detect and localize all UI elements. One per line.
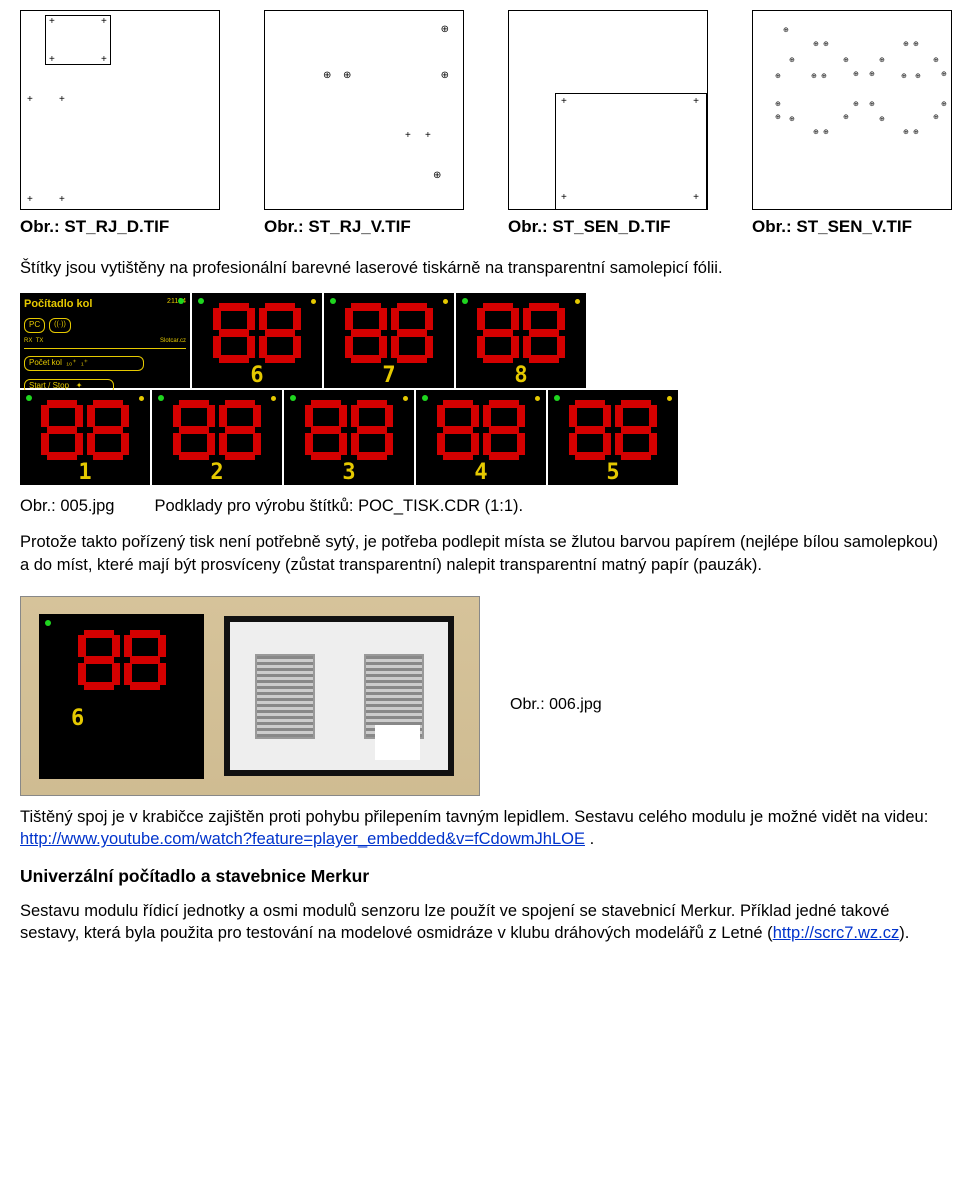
control-panel: Počítadlo kol 21164 PC ((·)) RX TXSlotca… [20, 293, 190, 388]
ctrl-pc: PC [24, 318, 45, 333]
seg-panel-3: 3 [284, 390, 414, 485]
youtube-link[interactable]: http://www.youtube.com/watch?feature=pla… [20, 830, 585, 848]
caption-3: Obr.: ST_SEN_D.TIF [508, 216, 708, 239]
seg-label: 6 [250, 365, 263, 387]
diagram-row: + + + + + + + + ⊕ ⊕ ⊕ ⊕ + + ⊕ + + + + ⊕ … [20, 10, 940, 210]
def-value: Podklady pro výrobu štítků: POC_TISK.CDR… [154, 495, 523, 517]
seg-label: 2 [210, 462, 223, 484]
def-label: Obr.: 005.jpg [20, 495, 114, 517]
seg-panel-4: 4 [416, 390, 546, 485]
display-strip-row1: Počítadlo kol 21164 PC ((·)) RX TXSlotca… [20, 293, 940, 388]
ctrl-title: Počítadlo kol [24, 297, 92, 312]
seg-panel-6: 6 [192, 293, 322, 388]
display-strip-row2: 1 2 3 4 5 [20, 390, 940, 485]
seg-label: 5 [606, 462, 619, 484]
seg-panel-8: 8 [456, 293, 586, 388]
seg-label: 1 [78, 462, 91, 484]
scrc-link[interactable]: http://scrc7.wz.cz [773, 924, 900, 942]
seg-panel-2: 2 [152, 390, 282, 485]
paragraph-2: Protože takto pořízený tisk není potřebn… [20, 531, 940, 576]
seg-label: 7 [382, 365, 395, 387]
paragraph-3: Tištěný spoj je v krabičce zajištěn prot… [20, 806, 940, 851]
diagram-st-rj-v: ⊕ ⊕ ⊕ ⊕ + + ⊕ [264, 10, 464, 210]
definition-row: Obr.: 005.jpg Podklady pro výrobu štítků… [20, 495, 940, 517]
seg-panel-7: 7 [324, 293, 454, 388]
seg-label: 3 [342, 462, 355, 484]
caption-1: Obr.: ST_RJ_D.TIF [20, 216, 220, 239]
seg-label: 8 [514, 365, 527, 387]
seg-panel-1: 1 [20, 390, 150, 485]
diagram-st-sen-d: + + + + [508, 10, 708, 210]
caption-4: Obr.: ST_SEN_V.TIF [752, 216, 952, 239]
ctrl-pocet: Počet kol ₁₀⁺ ₁⁺ [24, 356, 144, 371]
photo-caption: Obr.: 006.jpg [510, 694, 602, 716]
diagram-caption-row: Obr.: ST_RJ_D.TIF Obr.: ST_RJ_V.TIF Obr.… [20, 216, 940, 239]
caption-2: Obr.: ST_RJ_V.TIF [264, 216, 464, 239]
paragraph-4: Sestavu modulu řídicí jednotky a osmi mo… [20, 900, 940, 945]
diagram-st-rj-d: + + + + + + + + [20, 10, 220, 210]
paragraph-intro: Štítky jsou vytištěny na profesionální b… [20, 257, 940, 279]
seg-panel-5: 5 [548, 390, 678, 485]
section-heading: Univerzální počítadlo a stavebnice Merku… [20, 865, 940, 889]
diagram-st-sen-v: ⊕ ⊕⊕ ⊕⊕ ⊕⊕ ⊕⊕ ⊕⊕ ⊕ ⊕⊕ ⊕⊕ ⊕⊕ ⊕⊕ ⊕⊕ ⊕⊕ ⊕⊕ … [752, 10, 952, 210]
photo-006: 6 [20, 596, 480, 796]
photo-seg-label: 6 [71, 708, 84, 730]
seg-label: 4 [474, 462, 487, 484]
